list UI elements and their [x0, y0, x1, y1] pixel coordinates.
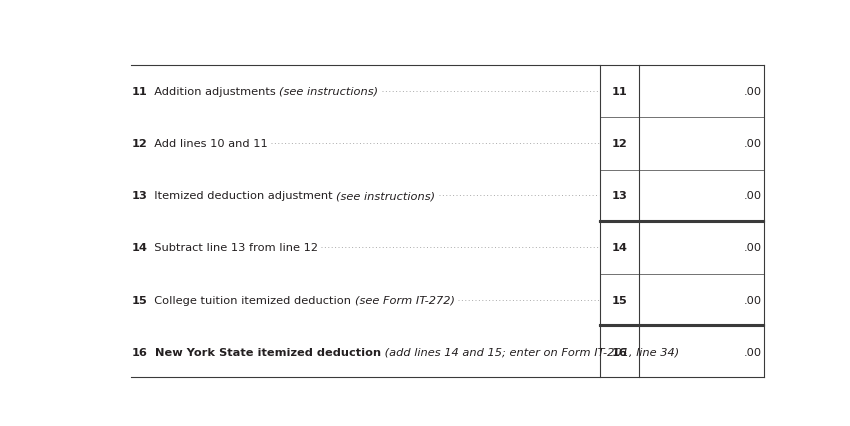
Text: (see instructions): (see instructions): [280, 86, 378, 96]
Text: 13: 13: [611, 190, 627, 201]
Text: 14: 14: [131, 243, 147, 253]
Text: .00: .00: [744, 138, 762, 148]
Text: 15: 15: [131, 295, 147, 305]
Text: 16: 16: [131, 347, 147, 357]
Text: .00: .00: [744, 86, 762, 96]
Text: New York State itemized deduction: New York State itemized deduction: [147, 347, 382, 357]
Text: 12: 12: [131, 138, 147, 148]
Text: .00: .00: [744, 295, 762, 305]
Text: Addition adjustments: Addition adjustments: [147, 86, 280, 96]
Text: (see Form IT-272): (see Form IT-272): [354, 295, 455, 305]
Text: .00: .00: [744, 243, 762, 253]
Text: College tuition itemized deduction: College tuition itemized deduction: [147, 295, 354, 305]
Text: .00: .00: [744, 190, 762, 201]
Text: 11: 11: [131, 86, 147, 96]
Text: (add lines 14 and 15; enter on Form IT-201, line 34): (add lines 14 and 15; enter on Form IT-2…: [382, 347, 679, 357]
Text: Itemized deduction adjustment: Itemized deduction adjustment: [147, 190, 337, 201]
Text: 12: 12: [611, 138, 627, 148]
Text: 16: 16: [611, 347, 627, 357]
Text: .00: .00: [744, 347, 762, 357]
Text: 15: 15: [611, 295, 627, 305]
Text: 11: 11: [611, 86, 627, 96]
Text: Add lines 10 and 11: Add lines 10 and 11: [147, 138, 268, 148]
Text: 14: 14: [611, 243, 627, 253]
Text: 13: 13: [131, 190, 147, 201]
Text: (see instructions): (see instructions): [337, 190, 435, 201]
Text: Subtract line 13 from line 12: Subtract line 13 from line 12: [147, 243, 318, 253]
